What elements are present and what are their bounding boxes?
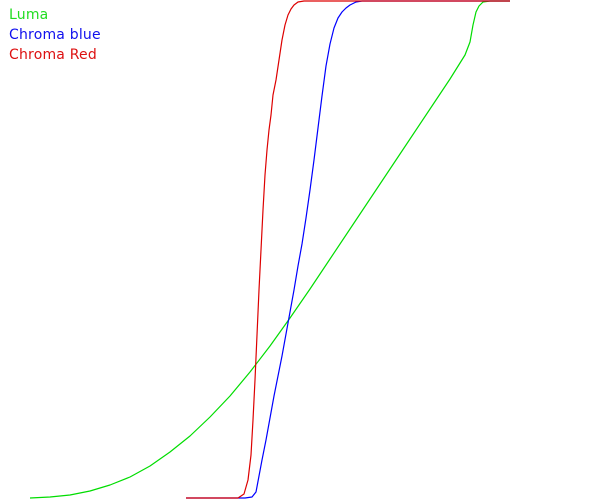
series-line-chroma-red xyxy=(186,0,510,499)
plot-lines xyxy=(29,0,510,499)
legend-entry-chroma-red: Chroma Red xyxy=(9,47,97,63)
legend-entry-chroma-blue: Chroma blue xyxy=(9,27,101,43)
series-line-luma xyxy=(29,0,510,499)
series-line-chroma-blue xyxy=(186,0,510,499)
legend: Luma Chroma blue Chroma Red xyxy=(9,5,101,65)
legend-entry-luma: Luma xyxy=(9,7,49,23)
